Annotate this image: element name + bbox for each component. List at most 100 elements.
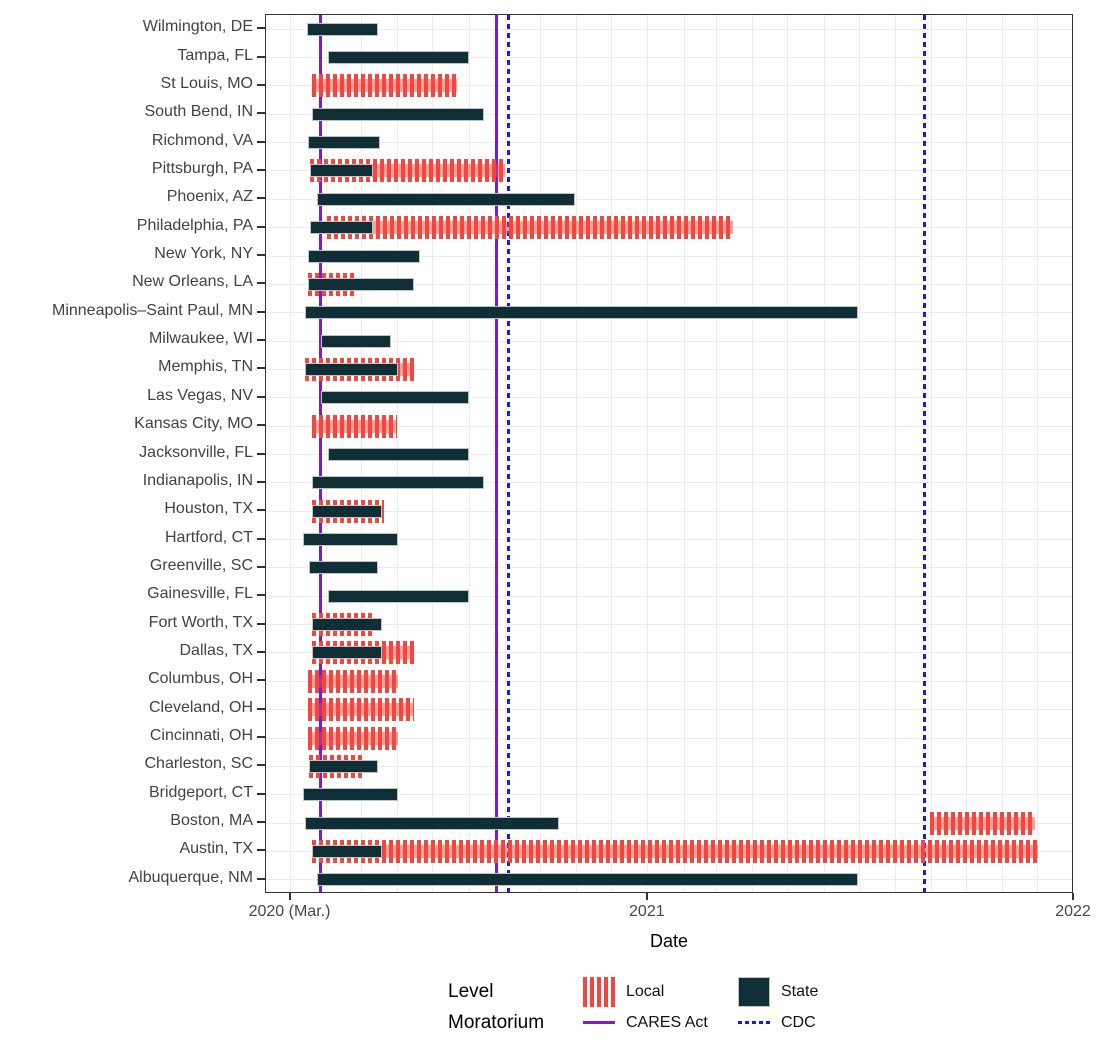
y-tick-label: Jacksonville, FL <box>139 443 253 461</box>
x-axis-title: Date <box>649 931 689 951</box>
gridline-row <box>266 340 1072 342</box>
y-tick-label: Albuquerque, NM <box>128 868 253 886</box>
state-bar <box>311 476 485 490</box>
y-tick-mark <box>257 55 265 58</box>
state-bar <box>317 192 576 206</box>
y-tick-mark <box>257 565 265 568</box>
legend-row-level: Level Local State <box>448 976 893 1007</box>
gridline-row <box>266 57 1072 59</box>
gridline-month <box>647 15 649 892</box>
local-swatch-icon <box>583 976 615 1007</box>
local-bar <box>311 414 397 438</box>
y-tick-label: Austin, TX <box>179 840 253 858</box>
gridline-month <box>326 15 328 892</box>
y-tick-label: Las Vegas, NV <box>147 386 253 404</box>
gridline-month <box>716 15 718 892</box>
local-bar <box>308 726 398 750</box>
y-tick-label: Hartford, CT <box>164 528 253 546</box>
gridline-row <box>266 482 1072 484</box>
local-bar <box>311 74 458 98</box>
x-tick-label: 2022 <box>1055 903 1091 920</box>
x-tick-mark <box>1072 893 1074 900</box>
legend-label-state: State <box>781 982 819 1000</box>
gridline-month <box>1037 15 1039 892</box>
y-tick-mark <box>257 792 265 795</box>
gridline-row <box>266 454 1072 455</box>
y-tick-mark <box>257 452 265 455</box>
gridline-month <box>966 15 968 892</box>
legend-row-moratorium: Moratorium CARES Act CDC <box>448 1007 893 1038</box>
y-tick-label: Fort Worth, TX <box>148 613 253 631</box>
gridline-month <box>611 15 613 892</box>
y-tick-mark <box>257 197 265 200</box>
gridline-month <box>858 15 860 892</box>
state-bar <box>311 646 382 660</box>
gridline-row <box>266 198 1072 200</box>
y-tick-mark <box>257 877 265 880</box>
y-tick-mark <box>257 367 265 370</box>
y-tick-mark <box>257 395 265 398</box>
y-tick-label: Minneapolis–Saint Paul, MN <box>52 301 253 319</box>
y-tick-label: New York, NY <box>154 245 253 263</box>
gridline-row <box>266 765 1072 767</box>
y-tick-label: St Louis, MO <box>160 74 253 92</box>
state-bar <box>303 533 398 547</box>
y-tick-mark <box>257 140 265 143</box>
gridline-row <box>266 709 1072 711</box>
x-tick-label: 2021 <box>629 903 665 920</box>
y-tick-mark <box>257 27 265 30</box>
state-bar <box>306 22 379 36</box>
gridline-month <box>290 15 292 892</box>
cdc-line-icon <box>738 1008 770 1038</box>
cdc-line <box>923 15 927 892</box>
y-tick-label: Phoenix, AZ <box>166 188 253 206</box>
gridline-row <box>266 539 1072 541</box>
local-bar <box>308 669 398 693</box>
cdc-line <box>507 15 511 892</box>
state-bar <box>311 618 382 632</box>
y-tick-label: Dallas, TX <box>179 641 253 659</box>
y-tick-mark <box>257 650 265 653</box>
y-tick-label: Memphis, TN <box>158 358 253 376</box>
gridline-row <box>266 397 1072 399</box>
state-swatch-icon <box>738 976 770 1007</box>
gridline-row <box>266 85 1072 87</box>
y-tick-mark <box>257 622 265 625</box>
y-tick-mark <box>257 594 265 597</box>
y-tick-mark <box>257 537 265 540</box>
y-tick-label: Pittsburgh, PA <box>151 159 253 177</box>
y-tick-label: Wilmington, DE <box>142 18 253 36</box>
y-tick-label: Bridgeport, CT <box>148 783 253 801</box>
y-tick-mark <box>257 424 265 427</box>
state-bar <box>310 164 374 178</box>
state-bar <box>308 249 421 263</box>
plot-panel <box>265 14 1073 893</box>
gridline-month <box>894 15 896 892</box>
gridline-row <box>266 680 1072 682</box>
y-tick-label: Richmond, VA <box>151 131 253 149</box>
state-bar <box>304 306 858 320</box>
state-bar <box>311 107 485 121</box>
gridline-row <box>266 170 1072 172</box>
gridline-row <box>266 425 1072 427</box>
local-bar <box>326 216 734 240</box>
gridline-row <box>266 595 1072 597</box>
gridline-row <box>266 567 1072 569</box>
state-bar <box>304 362 398 376</box>
y-tick-label: Houston, TX <box>164 500 253 518</box>
y-tick-label: Cincinnati, OH <box>149 727 253 745</box>
gridline-month <box>504 15 506 892</box>
local-bar <box>311 839 1038 863</box>
gridline-row <box>266 652 1072 654</box>
y-tick-mark <box>257 707 265 710</box>
state-bar <box>309 759 379 773</box>
gridline-row <box>266 142 1072 144</box>
state-bar <box>309 561 379 575</box>
state-bar <box>327 448 470 461</box>
state-bar <box>303 788 398 802</box>
legend-title-level: Level <box>448 980 494 1002</box>
gridline-row <box>266 794 1072 796</box>
legend-label-cdc: CDC <box>781 1013 816 1031</box>
y-tick-mark <box>257 480 265 483</box>
